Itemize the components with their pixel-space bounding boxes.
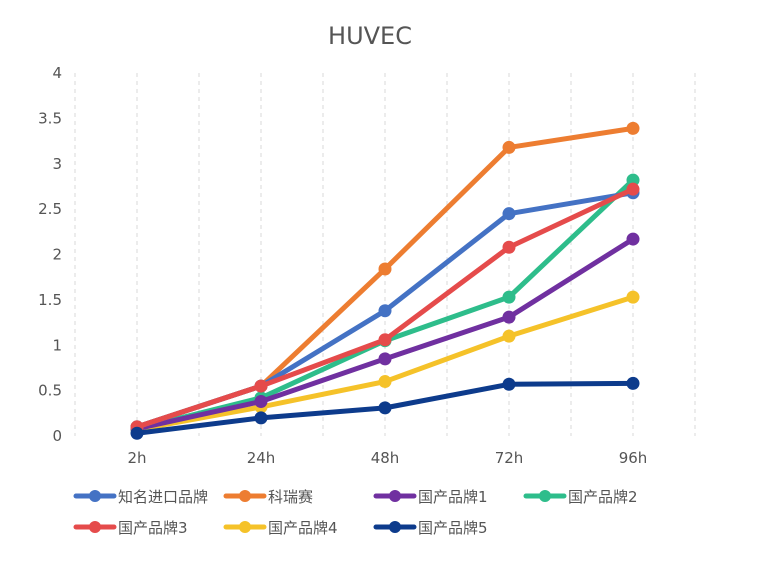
legend-swatch-marker <box>89 490 101 502</box>
data-point <box>502 329 516 343</box>
data-point <box>502 240 516 254</box>
legend-item[interactable]: 国产品牌5 <box>373 519 488 537</box>
y-tick-label: 0.5 <box>38 382 62 400</box>
x-tick-label: 48h <box>371 449 400 467</box>
x-tick-label: 2h <box>127 449 146 467</box>
data-point <box>378 375 392 389</box>
series-layer <box>130 121 640 440</box>
data-point <box>254 395 268 409</box>
y-tick-label: 1.5 <box>38 291 62 309</box>
x-tick-label: 72h <box>495 449 524 467</box>
legend-label: 国产品牌3 <box>118 519 188 537</box>
data-point <box>626 182 640 196</box>
data-point <box>130 426 144 440</box>
y-tick-label: 3 <box>52 155 62 173</box>
y-tick-label: 2 <box>52 246 62 264</box>
legend-swatch-marker <box>389 490 401 502</box>
legend-item[interactable]: 知名进口品牌 <box>73 488 208 506</box>
data-point <box>378 262 392 276</box>
data-point <box>502 207 516 221</box>
legend-label: 国产品牌2 <box>568 488 638 506</box>
series-7 <box>130 376 640 440</box>
legend-swatch-marker <box>389 521 401 533</box>
data-point <box>502 377 516 391</box>
legend-swatch-marker <box>539 490 551 502</box>
legend-label: 科瑞赛 <box>268 488 313 506</box>
legend-label: 知名进口品牌 <box>118 488 208 506</box>
data-point <box>378 333 392 347</box>
data-point <box>626 376 640 390</box>
legend-label: 国产品牌5 <box>418 519 488 537</box>
legend-label: 国产品牌4 <box>268 519 338 537</box>
data-point <box>502 140 516 154</box>
series-5 <box>130 182 640 434</box>
y-tick-label: 0 <box>52 427 62 445</box>
legend-swatch-marker <box>239 521 251 533</box>
data-point <box>626 173 640 187</box>
legend-item[interactable]: 国产品牌2 <box>523 488 638 506</box>
data-point <box>626 232 640 246</box>
legend-item[interactable]: 国产品牌3 <box>73 519 188 537</box>
x-tick-label: 24h <box>247 449 276 467</box>
data-point <box>378 304 392 318</box>
legend-item[interactable]: 科瑞赛 <box>223 488 313 506</box>
data-point <box>254 379 268 393</box>
data-point <box>502 310 516 324</box>
data-point <box>378 352 392 366</box>
chart-title: HUVEC <box>328 22 412 50</box>
x-tick-label: 96h <box>619 449 648 467</box>
legend-item[interactable]: 国产品牌4 <box>223 519 338 537</box>
data-point <box>378 401 392 415</box>
y-tick-label: 3.5 <box>38 109 62 127</box>
legend-swatch-marker <box>239 490 251 502</box>
legend-item[interactable]: 国产品牌1 <box>373 488 488 506</box>
data-point <box>626 121 640 135</box>
axis-layer: 0 0.5 1 1.5 2 2.5 3 3.5 4 2h 24h 48h 72h 96h <box>38 64 647 467</box>
y-tick-label: 1 <box>52 336 62 354</box>
data-point <box>502 290 516 304</box>
y-tick-label: 2.5 <box>38 200 62 218</box>
legend: 知名进口品牌 科瑞赛 国产品牌1 国产品牌2 国产品牌3 国产品牌4 国产品牌5 <box>73 488 638 537</box>
legend-label: 国产品牌1 <box>418 488 488 506</box>
legend-swatch-marker <box>89 521 101 533</box>
y-tick-label: 4 <box>52 64 62 82</box>
data-point <box>626 290 640 304</box>
data-point <box>254 411 268 425</box>
